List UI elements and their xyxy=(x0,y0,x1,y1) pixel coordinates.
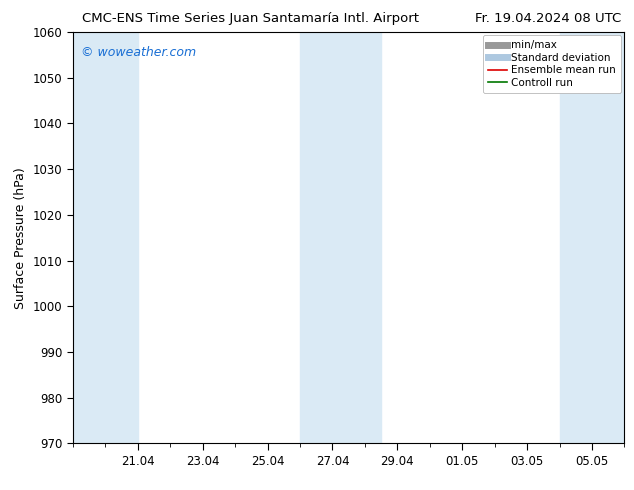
Bar xyxy=(300,32,381,443)
Bar xyxy=(560,32,624,443)
Text: CMC-ENS Time Series Juan Santamaría Intl. Airport: CMC-ENS Time Series Juan Santamaría Intl… xyxy=(82,12,420,25)
Bar xyxy=(73,32,138,443)
Y-axis label: Surface Pressure (hPa): Surface Pressure (hPa) xyxy=(14,167,27,309)
Text: © woweather.com: © woweather.com xyxy=(81,46,197,59)
Text: Fr. 19.04.2024 08 UTC: Fr. 19.04.2024 08 UTC xyxy=(475,12,621,25)
Legend: min/max, Standard deviation, Ensemble mean run, Controll run: min/max, Standard deviation, Ensemble me… xyxy=(483,35,621,93)
